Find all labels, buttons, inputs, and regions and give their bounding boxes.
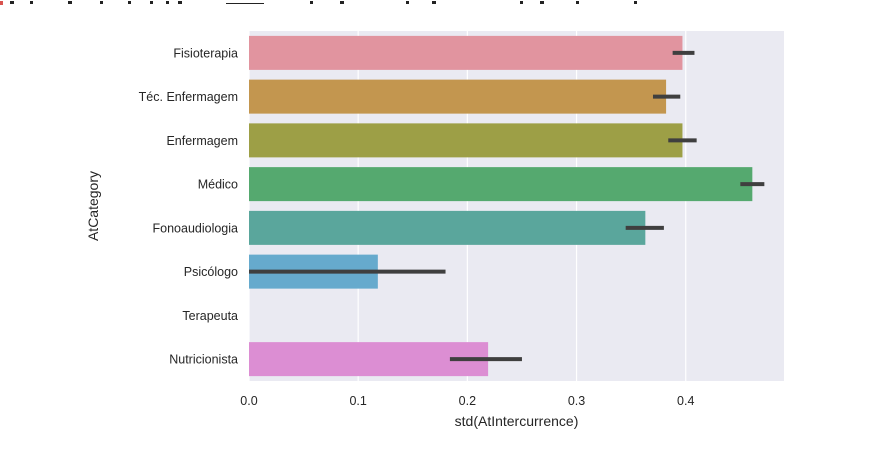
y-tick-label: Terapeuta (182, 309, 238, 323)
y-tick-label: Nutricionista (169, 353, 238, 367)
bar-enfermagem (249, 123, 683, 158)
bar-nutricionista (249, 342, 489, 377)
y-tick-label: Fonoaudiologia (153, 221, 239, 235)
bars (249, 35, 753, 377)
y-axis-label: AtCategory (85, 171, 101, 241)
error-bars (249, 50, 765, 362)
bar-m-dico (249, 167, 753, 202)
y-tick-label: Médico (198, 178, 238, 192)
x-tick-labels: 0.0 0.1 0.2 0.3 0.4 (240, 394, 694, 408)
truncated-code-line (0, 0, 882, 12)
bar-fisioterapia (249, 35, 683, 70)
truncated-code-line-glyphs (0, 1, 637, 5)
y-tick-label: Enfermagem (166, 134, 238, 148)
x-tick-label: 0.0 (240, 394, 257, 408)
bar-fonoaudiologia (249, 210, 646, 245)
y-tick-label: Psicólogo (184, 265, 238, 279)
bar-t-c-enfermagem (249, 79, 667, 114)
x-tick-label: 0.3 (568, 394, 585, 408)
x-tick-label: 0.1 (349, 394, 366, 408)
y-tick-label: Téc. Enfermagem (139, 90, 238, 104)
x-axis-label: std(AtIntercurrence) (455, 413, 579, 429)
x-tick-label: 0.2 (459, 394, 476, 408)
y-tick-labels: Fisioterapia Téc. Enfermagem Enfermagem Méd… (139, 46, 238, 366)
x-tick-label: 0.4 (677, 394, 694, 408)
y-tick-label: Fisioterapia (173, 46, 238, 60)
